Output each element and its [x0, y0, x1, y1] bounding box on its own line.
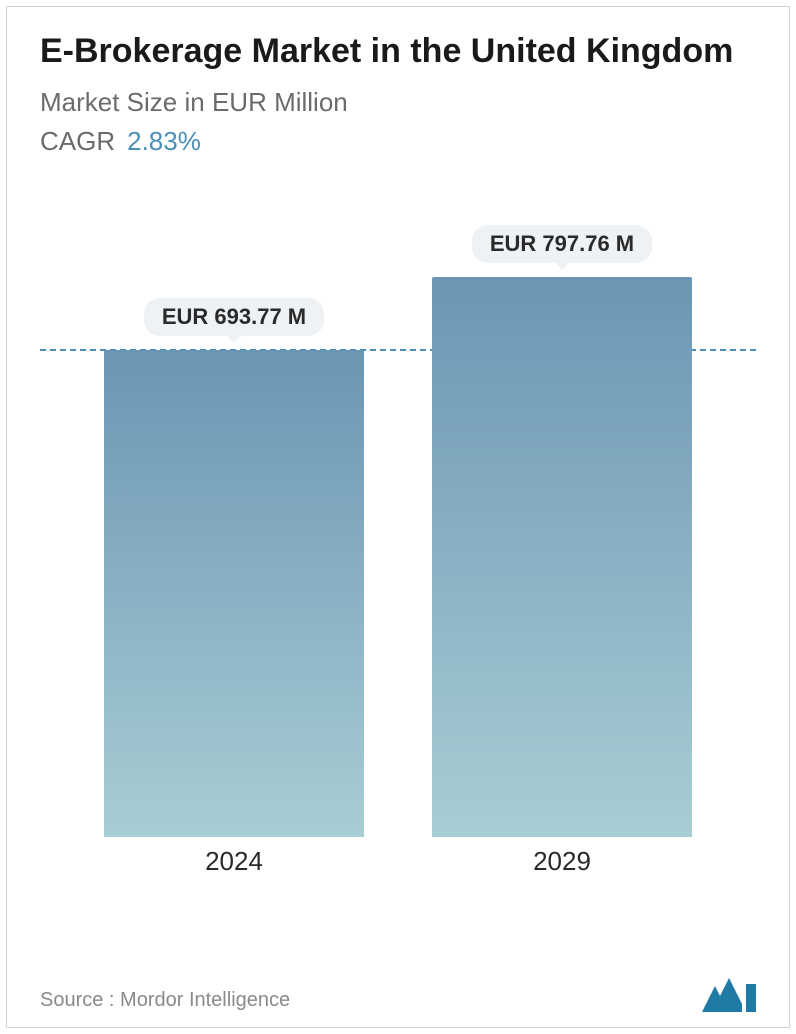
bar [104, 350, 364, 837]
source-text: Source : Mordor Intelligence [40, 989, 290, 1012]
x-axis-label: 2024 [104, 846, 364, 877]
cagr-value: 2.83% [127, 126, 201, 157]
chart-area: EUR 693.77 M EUR 797.76 M 2024 2029 [40, 197, 756, 877]
cagr-row: CAGR 2.83% [40, 126, 756, 157]
cagr-label: CAGR [40, 126, 115, 157]
bar-group: EUR 693.77 M [104, 298, 364, 837]
footer: Source : Mordor Intelligence [40, 978, 756, 1012]
bar-data-label: EUR 693.77 M [144, 298, 324, 336]
chart-title: E-Brokerage Market in the United Kingdom [40, 30, 756, 73]
bar-data-label: EUR 797.76 M [472, 225, 652, 263]
bar-group: EUR 797.76 M [432, 225, 692, 837]
x-axis-labels: 2024 2029 [40, 846, 756, 877]
bar [432, 277, 692, 837]
mordor-logo-icon [702, 978, 756, 1012]
bars-container: EUR 693.77 M EUR 797.76 M [40, 197, 756, 837]
chart-subtitle: Market Size in EUR Million [40, 87, 756, 118]
x-axis-label: 2029 [432, 846, 692, 877]
